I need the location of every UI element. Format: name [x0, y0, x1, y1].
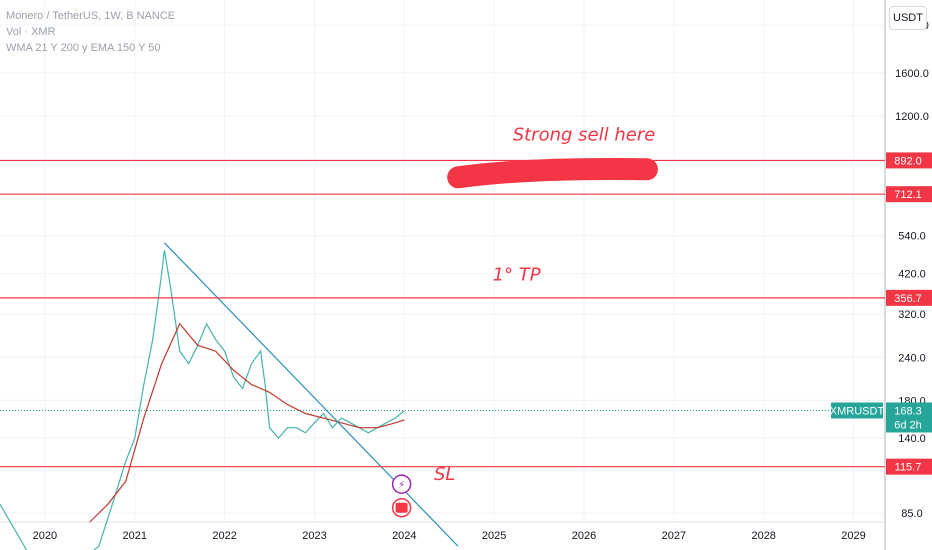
- lightning-icon: [391, 474, 412, 494]
- x-tick-label: 2022: [212, 530, 236, 542]
- indicators-label[interactable]: WMA 21 Y 200 y EMA 150 Y 50: [6, 42, 161, 54]
- y-tick-label: 140.0: [898, 433, 926, 445]
- y-tick-label: 1600.0: [895, 68, 929, 80]
- y-tick-label: 540.0: [898, 231, 926, 243]
- level-badge-label: 356.7: [894, 293, 922, 305]
- x-tick-label: 2023: [302, 530, 326, 542]
- level-badge: [886, 152, 932, 169]
- y-tick-label: 85.0: [901, 508, 922, 520]
- price-series: [0, 250, 405, 550]
- descending-trendline: [163, 242, 459, 547]
- chart-annotation: Strong sell here: [513, 124, 656, 145]
- flag-glyph: [395, 502, 408, 513]
- volume-label[interactable]: Vol · XMR: [6, 26, 56, 38]
- lightning-glyph: ⚡: [398, 480, 405, 491]
- level-badge: [886, 458, 932, 475]
- chart-annotation: 1° TP: [493, 265, 541, 286]
- x-tick-label: 2028: [751, 530, 775, 542]
- x-tick-label: 2021: [123, 530, 147, 542]
- chart-annotation: SL: [434, 464, 455, 485]
- symbol-badge: [831, 402, 883, 419]
- y-tick-label: 1200.0: [895, 111, 929, 123]
- plot-area: [0, 0, 885, 522]
- x-tick-label: 2029: [841, 530, 865, 542]
- x-tick-label: 2020: [33, 530, 57, 542]
- current-price-badge: [886, 402, 932, 433]
- x-tick-label: 2025: [482, 530, 506, 542]
- symbol-badge-label: XMRUSDT: [830, 405, 885, 417]
- level-badge: [886, 289, 932, 306]
- y-tick-label: 420.0: [898, 268, 926, 280]
- currency-unit-button[interactable]: USDT: [889, 6, 927, 30]
- level-badge-label: 712.1: [894, 189, 922, 201]
- highlight-marker: [447, 157, 658, 189]
- x-tick-label: 2024: [392, 530, 416, 542]
- level-badge-label: 892.0: [894, 155, 922, 167]
- y-tick-label: 320.0: [898, 309, 926, 321]
- x-tick-label: 2026: [572, 530, 596, 542]
- chart-legend: Monero / TetherUS, 1W, B NANCE Vol · XMR…: [6, 8, 175, 56]
- symbol-title[interactable]: Monero / TetherUS, 1W, B NANCE: [6, 10, 176, 22]
- level-badge: [886, 186, 932, 203]
- bar-countdown: 6d 2h: [894, 419, 922, 431]
- current-price-value: 168.3: [894, 405, 922, 417]
- x-tick-label: 2027: [662, 530, 686, 542]
- moving-average-line: [89, 322, 405, 523]
- y-tick-label: 240.0: [898, 352, 926, 364]
- level-badge-label: 115.7: [895, 462, 922, 474]
